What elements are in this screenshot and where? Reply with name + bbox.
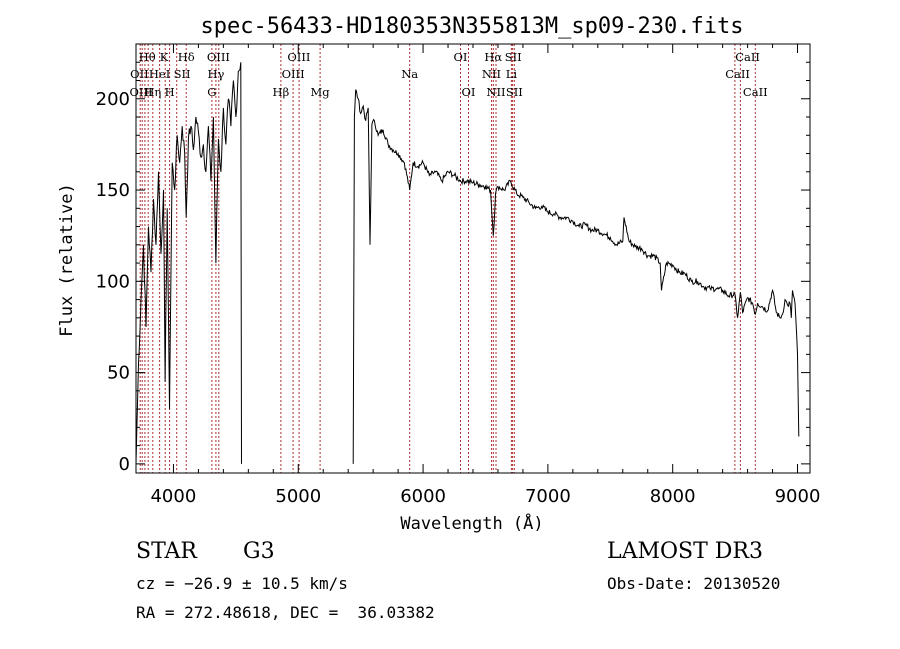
spectral-line-label: Na [401,67,418,81]
spectral-line-label: Hα [484,50,502,64]
survey-name: LAMOST DR3 [607,539,763,564]
spectral-line-label: SII [174,67,191,81]
x-tick-label: 6000 [400,486,446,507]
x-tick-label: 5000 [275,486,321,507]
spectral-line-label: Hβ [273,85,290,99]
spectral-line-label: Hδ [178,50,195,64]
spectral-line-label: OI [462,85,476,99]
x-tick-label: 4000 [150,486,196,507]
object-subclass: G3 [243,539,275,564]
spectrum-line [135,62,242,464]
y-tick-label: 0 [119,454,130,475]
y-tick-label: 50 [107,363,130,384]
spectral-line-label: OIII [282,67,305,81]
spectral-line-label: SII [506,85,523,99]
spectral-line-label: CaII [743,85,768,99]
spectral-line-label: Hη [144,85,161,99]
spectral-line-label: OIII [129,85,152,99]
spectral-line-label: K [160,50,169,64]
spectral-line-label: OI [454,50,468,64]
y-axis-label: Flux (relative) [57,183,77,337]
spectrum-line [352,89,800,464]
spectral-line-label: OIII [207,50,230,64]
spectral-line-label: NII [482,67,501,81]
x-tick-label: 8000 [650,486,696,507]
observation-date: Obs-Date: 20130520 [607,574,781,593]
y-tick-label: 150 [96,180,130,201]
spectral-line-label: G [207,85,216,99]
x-axis-label: Wavelength (Å) [400,512,543,534]
spectral-line-label: CaII [725,67,750,81]
spectral-line-label: CaII [735,50,760,64]
x-tick-label: 9000 [775,486,821,507]
object-class: STAR [136,539,197,564]
chart-title: spec-56433-HD180353N355813M_sp09-230.fit… [200,14,743,39]
x-tick-label: 7000 [525,486,571,507]
radial-velocity: cz = −26.9 ± 10.5 km/s [136,574,348,593]
spectral-line-label: SII [505,50,522,64]
spectral-line-label: Hγ [207,67,224,81]
y-tick-label: 200 [96,89,130,110]
spectral-line-label: Mg [311,85,331,99]
spectral-line-label: H [165,85,175,99]
spectral-line-label: OII [130,67,149,81]
spectral-line-label: HeI [149,67,170,81]
y-tick-label: 100 [96,271,130,292]
coordinates: RA = 272.48618, DEC = 36.03382 [136,603,435,622]
spectral-line-label: Hθ [139,50,156,64]
spectral-line-label: NII [486,85,505,99]
spectral-line-label: Li [506,67,518,81]
spectral-line-label: OIII [287,50,310,64]
